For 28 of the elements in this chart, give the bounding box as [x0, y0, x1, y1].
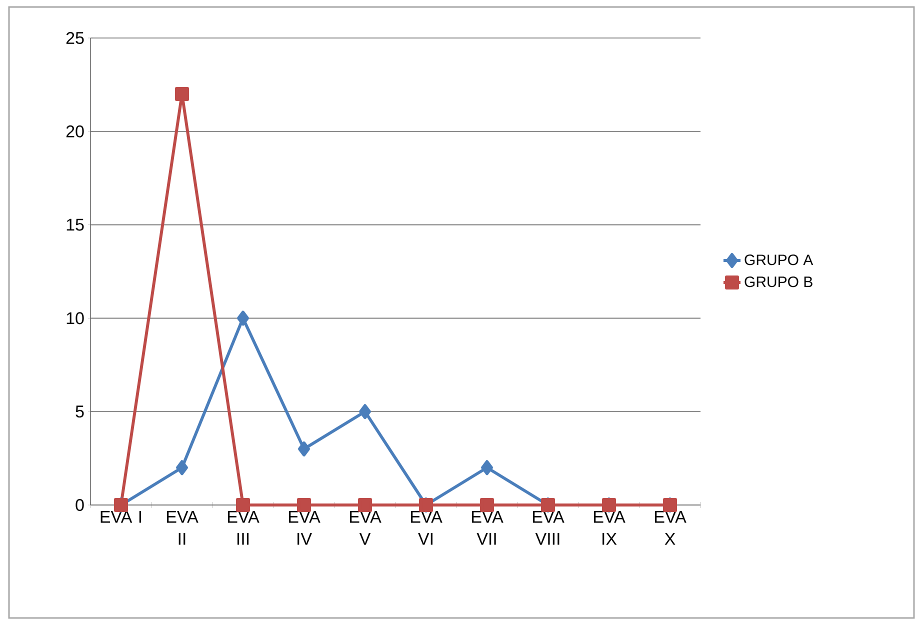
y-tick-label: 0 [76, 498, 84, 512]
point [298, 441, 310, 456]
legend-label: GRUPO A [744, 254, 814, 266]
y-tick-label: 20 [66, 125, 84, 138]
point [481, 460, 494, 476]
point [359, 404, 372, 420]
x-tick-label: EVA V [350, 511, 382, 545]
y-tick-label: 15 [66, 218, 84, 231]
y-tick-label: 5 [76, 406, 84, 418]
x-tick-label: EVA II [167, 511, 198, 545]
x-tick-label: EVA III [228, 511, 260, 545]
x-tick-label: EVA IX [594, 511, 626, 545]
y-tick-label: 25 [66, 32, 84, 44]
point [176, 460, 188, 476]
y-tick-label: 10 [66, 312, 84, 324]
x-tick-label: EVA VI [411, 511, 442, 545]
legend-label: GRUPO B [744, 276, 812, 288]
point [175, 87, 190, 102]
x-tick-label: EVA VIII [533, 511, 564, 545]
x-tick-label: EVA VII [472, 511, 504, 545]
point [480, 498, 494, 512]
x-tick-label: EVA X [655, 511, 686, 545]
x-tick-label: EVA I [100, 511, 142, 523]
point [237, 310, 250, 326]
point [358, 498, 372, 512]
point [297, 498, 312, 512]
point [236, 498, 250, 512]
x-tick-label: EVA IV [289, 511, 320, 545]
